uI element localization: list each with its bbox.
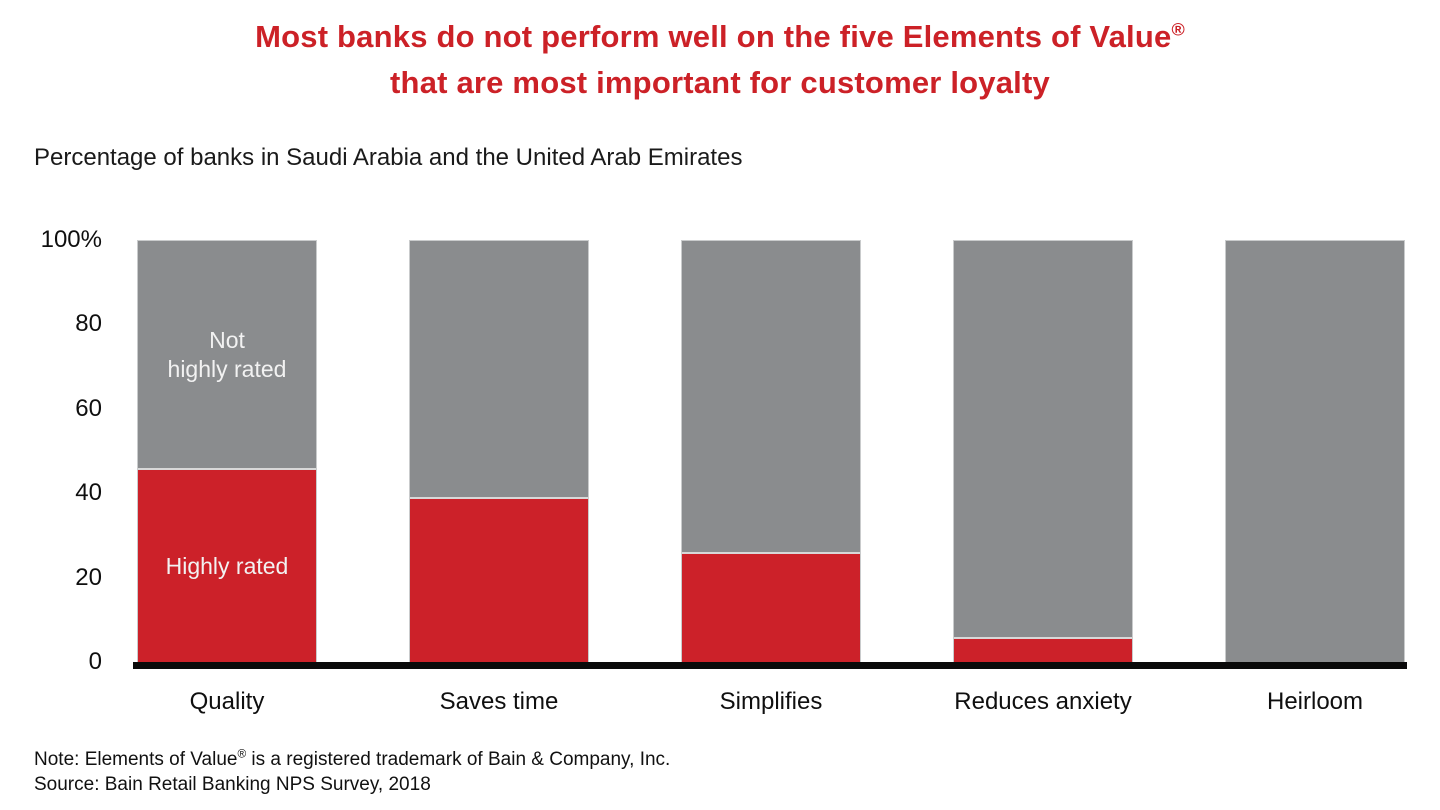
stacked-bar xyxy=(1225,240,1405,662)
y-axis-tick: 0 xyxy=(88,648,102,675)
bar-label-not-highly-rated: Not highly rated xyxy=(167,326,287,382)
x-axis-label: Quality xyxy=(189,688,265,715)
bar-segment-highly-rated xyxy=(682,552,860,662)
chart-source: Source: Bain Retail Banking NPS Survey, … xyxy=(34,774,431,795)
x-axis-label: Simplifies xyxy=(719,688,823,715)
y-axis-tick: 60 xyxy=(75,394,102,422)
bar-segment-not-highly-rated xyxy=(410,241,588,498)
bar-segment-not-highly-rated xyxy=(1226,241,1404,662)
chart-subtitle: Percentage of banks in Saudi Arabia and … xyxy=(34,144,743,171)
chart-title-line1-text: Most banks do not perform well on the fi… xyxy=(255,19,1172,54)
stacked-bar xyxy=(681,240,861,662)
stacked-bar xyxy=(409,240,589,662)
chart-note: Note: Elements of Value® is a registered… xyxy=(34,747,670,772)
chart-title: Most banks do not perform well on the fi… xyxy=(0,14,1440,106)
bar-segment-highly-rated: Highly rated xyxy=(138,468,316,662)
x-axis-label: Reduces anxiety xyxy=(954,688,1132,715)
x-axis-label: Heirloom xyxy=(1266,688,1364,715)
x-axis-baseline xyxy=(133,662,1407,669)
stacked-bar: Not highly rated Highly rated xyxy=(137,240,317,662)
chart-title-line2: that are most important for customer loy… xyxy=(390,65,1050,100)
bar-segment-not-highly-rated xyxy=(682,241,860,553)
y-axis-tick: 80 xyxy=(75,310,102,338)
y-axis-tick: 20 xyxy=(75,563,102,591)
y-axis-tick: 100% xyxy=(40,226,102,253)
bar-segment-not-highly-rated xyxy=(954,241,1132,638)
x-axis-label: Saves time xyxy=(439,688,559,715)
bar-segment-highly-rated xyxy=(410,497,588,662)
bar-segment-highly-rated xyxy=(954,637,1132,662)
bar-label-highly-rated: Highly rated xyxy=(165,552,289,579)
stacked-bar xyxy=(953,240,1133,662)
y-axis-tick: 40 xyxy=(75,479,102,507)
registered-trademark-symbol: ® xyxy=(1171,19,1185,40)
chart-note-text-cont: is a registered trademark of Bain & Comp… xyxy=(246,749,671,770)
bar-segment-not-highly-rated: Not highly rated xyxy=(138,241,316,469)
chart-note-text: Note: Elements of Value xyxy=(34,749,238,770)
chart-title-line1: Most banks do not perform well on the fi… xyxy=(0,14,1440,60)
note-registered-symbol: ® xyxy=(237,747,247,761)
